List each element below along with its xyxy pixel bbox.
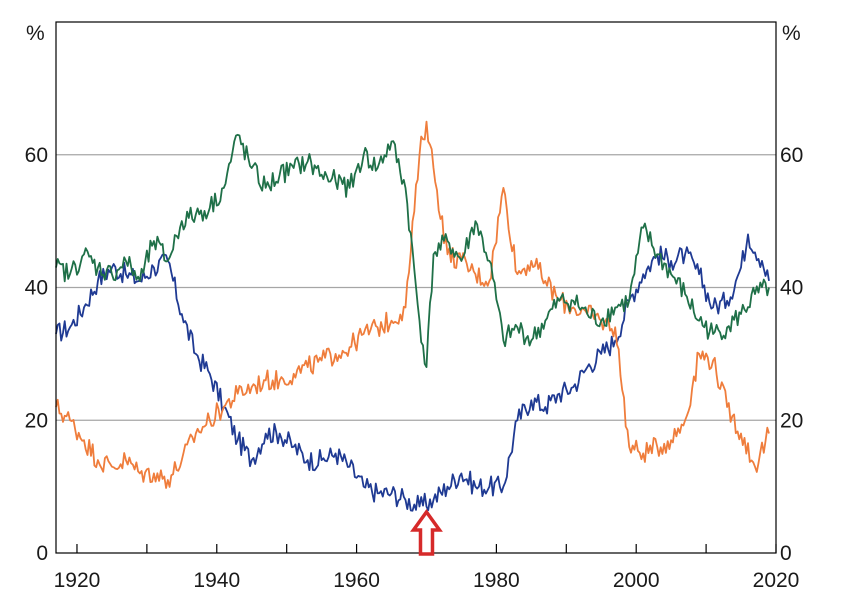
y-tick-left-40: 40	[25, 277, 48, 300]
series-line-orange	[55, 120, 770, 489]
x-tick-label-2000: 2000	[613, 569, 660, 592]
series-line-green	[55, 133, 770, 369]
x-tick-label-1960: 1960	[333, 569, 380, 592]
series-line-blue	[55, 233, 770, 512]
y-axis-unit-left: %	[26, 22, 45, 45]
y-tick-left-0: 0	[36, 542, 48, 565]
y-axis-unit-right: %	[782, 22, 801, 45]
y-tick-left-20: 20	[25, 409, 48, 432]
y-tick-right-40: 40	[780, 277, 803, 300]
x-tick-label-1980: 1980	[473, 569, 520, 592]
y-tick-right-60: 60	[780, 144, 803, 167]
up-arrow-annotation	[410, 509, 443, 556]
y-tick-right-0: 0	[780, 542, 792, 565]
x-tick-label-1940: 1940	[193, 569, 240, 592]
x-tick-label-1920: 1920	[54, 569, 101, 592]
y-tick-left-60: 60	[25, 144, 48, 167]
series-group	[55, 120, 770, 512]
y-tick-right-20: 20	[780, 409, 803, 432]
x-tick-label-2020: 2020	[753, 569, 800, 592]
plot-frame	[55, 21, 777, 554]
